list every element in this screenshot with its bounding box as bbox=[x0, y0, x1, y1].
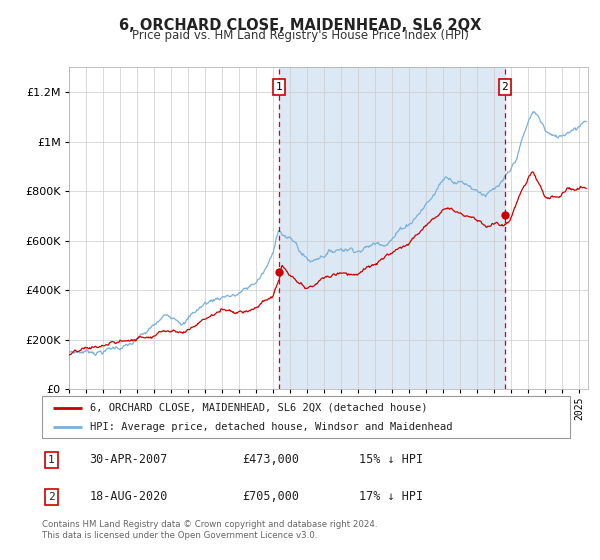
Text: Price paid vs. HM Land Registry's House Price Index (HPI): Price paid vs. HM Land Registry's House … bbox=[131, 29, 469, 42]
Text: £705,000: £705,000 bbox=[242, 491, 299, 503]
Text: 2: 2 bbox=[48, 492, 55, 502]
Text: 17% ↓ HPI: 17% ↓ HPI bbox=[359, 491, 423, 503]
Text: 6, ORCHARD CLOSE, MAIDENHEAD, SL6 2QX: 6, ORCHARD CLOSE, MAIDENHEAD, SL6 2QX bbox=[119, 18, 481, 33]
Text: 6, ORCHARD CLOSE, MAIDENHEAD, SL6 2QX (detached house): 6, ORCHARD CLOSE, MAIDENHEAD, SL6 2QX (d… bbox=[89, 403, 427, 413]
Bar bbox=[279, 67, 505, 389]
Text: 30-APR-2007: 30-APR-2007 bbox=[89, 454, 168, 466]
Text: 18-AUG-2020: 18-AUG-2020 bbox=[89, 491, 168, 503]
Text: 1: 1 bbox=[275, 82, 282, 92]
Text: 15% ↓ HPI: 15% ↓ HPI bbox=[359, 454, 423, 466]
FancyBboxPatch shape bbox=[42, 396, 570, 438]
Text: 1: 1 bbox=[48, 455, 55, 465]
Text: HPI: Average price, detached house, Windsor and Maidenhead: HPI: Average price, detached house, Wind… bbox=[89, 422, 452, 432]
Text: Contains HM Land Registry data © Crown copyright and database right 2024.
This d: Contains HM Land Registry data © Crown c… bbox=[42, 520, 377, 540]
Text: £473,000: £473,000 bbox=[242, 454, 299, 466]
Text: 2: 2 bbox=[502, 82, 508, 92]
